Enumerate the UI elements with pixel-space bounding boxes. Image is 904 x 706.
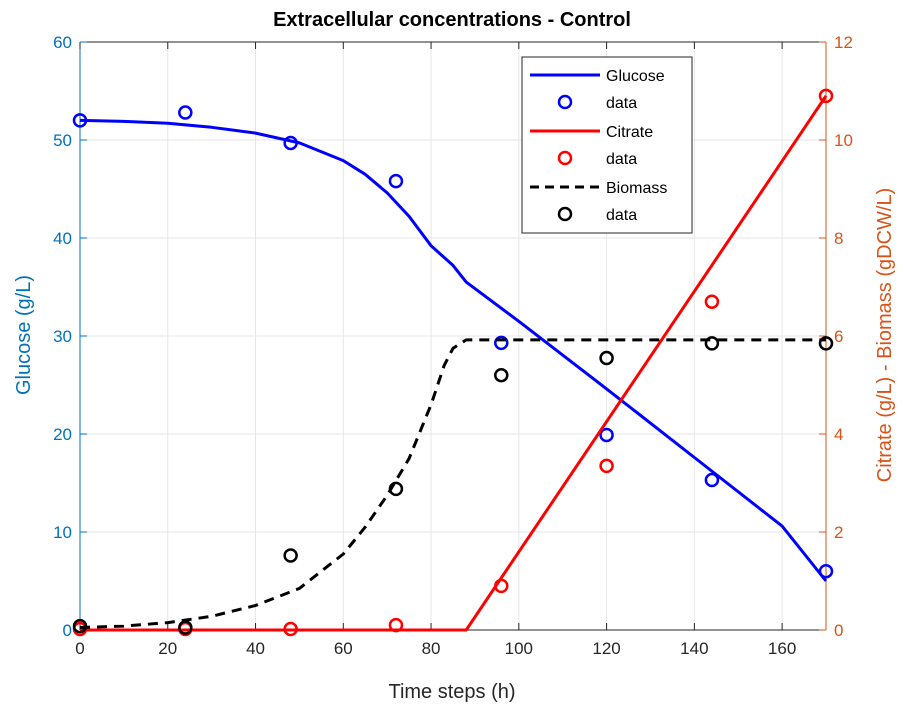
biomass-data-point [818, 336, 834, 351]
biomass-data-point [704, 336, 720, 351]
biomass-data-point [283, 548, 298, 563]
x-tick-label: 160 [768, 639, 796, 658]
glucose-data-point [494, 335, 509, 351]
grid [79, 41, 826, 631]
y-right-tick-label: 10 [834, 131, 853, 150]
y-right-tick-label: 12 [834, 33, 853, 52]
glucose-data-point [283, 135, 298, 151]
glucose-data-point [388, 173, 404, 189]
biomass-data-point [388, 481, 404, 497]
biomass-data-point [599, 350, 614, 366]
citrate-line [80, 95, 828, 632]
y-left-tick-label: 40 [53, 229, 72, 248]
glucose-data-point [818, 563, 834, 579]
biomass-data-point [178, 620, 193, 635]
y-left-tick-label: 20 [53, 425, 72, 444]
x-tick-label: 40 [246, 639, 265, 658]
legend-biomass-label: Biomass [606, 180, 667, 197]
legend-citrate-label: Citrate [606, 124, 653, 141]
y-right-tick-label: 2 [834, 523, 843, 542]
legend-biomass-data-label: data [606, 207, 637, 224]
y-right-tick-label: 4 [834, 425, 843, 444]
legend-glucose-data-label: data [606, 95, 637, 112]
y-left-tick-label: 30 [53, 327, 72, 346]
citrate-data-point [494, 578, 509, 594]
y-right-tick-label: 6 [834, 327, 843, 346]
legend: Glucose data Citrate data Biomass data [521, 56, 693, 234]
legend-citrate-data-marker [557, 150, 573, 166]
x-tick-label: 60 [334, 639, 353, 658]
x-tick-label: 120 [592, 639, 620, 658]
legend-citrate-data-label: data [606, 151, 637, 168]
y-left-tick-label: 60 [53, 33, 72, 52]
y-right-tick-label: 8 [834, 229, 843, 248]
y-axis-left-label: Glucose (g/L) [13, 275, 35, 395]
x-tick-label: 80 [422, 639, 441, 658]
citrate-data-point [599, 458, 614, 474]
biomass-line [79, 338, 826, 629]
glucose-data-point [178, 105, 193, 120]
legend-box [521, 56, 693, 234]
y-axis-right-label: Citrate (g/L) - Biomass (gDCW/L) [874, 188, 896, 483]
x-tick-label: 140 [680, 639, 708, 658]
citrate-data-point [283, 621, 298, 637]
x-tick-label: 20 [158, 639, 177, 658]
glucose-data-point [599, 427, 614, 443]
biomass-data-point [72, 618, 88, 634]
glucose-data-point [72, 113, 88, 128]
citrate-data-point [388, 617, 404, 633]
x-axis-label: Time steps (h) [388, 681, 515, 703]
series-layer [72, 88, 834, 637]
legend-biomass-data-marker [557, 206, 573, 222]
legend-glucose-label: Glucose [606, 68, 665, 85]
y-right-tick-label: 0 [834, 621, 843, 640]
y-left-tick-label: 0 [63, 621, 72, 640]
x-tick-label: 0 [75, 639, 84, 658]
chart-title: Extracellular concentrations - Control [273, 9, 631, 31]
tick-labels: 0 20 40 60 80 100 120 140 160 0 10 20 30 40 50 60 0 2 4 6 8 1… [53, 33, 853, 658]
y-left-tick-label: 50 [53, 131, 72, 150]
citrate-data-point [818, 88, 834, 104]
biomass-data-point [494, 367, 509, 383]
citrate-data-point [704, 294, 720, 309]
y-left-tick-label: 10 [53, 523, 72, 542]
x-tick-label: 100 [505, 639, 533, 658]
legend-glucose-data-marker [557, 94, 573, 110]
glucose-data-point [704, 472, 720, 488]
